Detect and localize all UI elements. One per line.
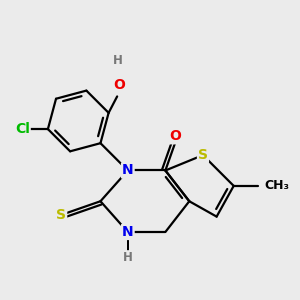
Text: Cl: Cl xyxy=(15,122,30,136)
Text: S: S xyxy=(198,148,208,162)
Text: H: H xyxy=(123,251,133,264)
Text: S: S xyxy=(56,208,66,222)
Text: CH₃: CH₃ xyxy=(264,179,289,192)
Text: H: H xyxy=(113,54,123,68)
Text: O: O xyxy=(113,78,125,92)
Text: O: O xyxy=(170,129,182,143)
Text: N: N xyxy=(122,225,134,239)
Text: N: N xyxy=(122,164,134,178)
